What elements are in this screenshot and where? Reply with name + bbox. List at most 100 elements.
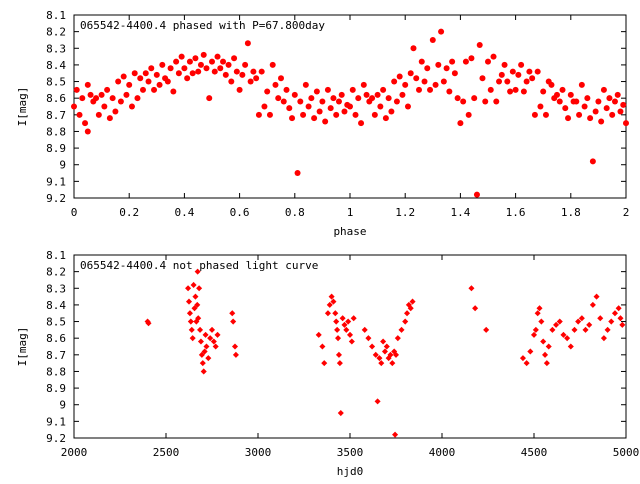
data-point xyxy=(392,431,399,438)
data-point xyxy=(559,86,566,93)
data-point xyxy=(371,111,378,118)
data-point xyxy=(206,95,213,102)
data-point xyxy=(603,105,610,112)
data-point xyxy=(501,61,508,68)
data-point xyxy=(348,338,355,345)
data-point xyxy=(556,318,563,325)
data-point xyxy=(600,335,607,342)
data-point xyxy=(222,71,229,78)
data-point xyxy=(159,61,166,68)
data-point xyxy=(582,326,589,333)
y-tick-label: 9 xyxy=(59,159,66,172)
x-axis-label: hjd0 xyxy=(337,465,364,478)
data-point xyxy=(272,81,279,88)
data-point xyxy=(578,315,585,322)
data-point xyxy=(316,108,323,115)
data-point xyxy=(247,78,254,85)
x-tick-label: 1.8 xyxy=(561,206,581,219)
data-point xyxy=(212,343,219,350)
data-point xyxy=(416,86,422,93)
x-tick-label: 0.4 xyxy=(174,206,194,219)
data-point xyxy=(429,36,436,43)
data-point xyxy=(199,360,206,367)
data-point xyxy=(536,305,543,312)
data-point xyxy=(369,343,376,350)
data-point xyxy=(581,103,588,110)
data-point xyxy=(504,78,511,85)
data-point xyxy=(117,98,124,105)
data-point xyxy=(145,320,152,327)
y-tick-label: 8.7 xyxy=(46,109,66,122)
data-point xyxy=(597,315,604,322)
data-point xyxy=(592,108,599,115)
data-point xyxy=(385,95,392,102)
data-point xyxy=(383,343,390,350)
y-tick-label: 8.2 xyxy=(46,26,66,39)
data-point xyxy=(181,65,188,72)
data-point xyxy=(611,98,618,105)
data-point xyxy=(201,348,208,355)
data-point xyxy=(560,331,567,338)
data-point xyxy=(387,351,394,358)
data-point xyxy=(380,86,387,93)
data-point xyxy=(509,68,516,75)
data-point xyxy=(407,305,414,312)
data-point xyxy=(483,326,490,333)
x-tick-label: 2500 xyxy=(153,446,180,459)
data-point xyxy=(404,103,411,110)
data-point xyxy=(454,95,461,102)
y-tick-label: 8.8 xyxy=(46,365,66,378)
data-point xyxy=(589,301,596,308)
data-point xyxy=(185,285,192,292)
x-tick-label: 4000 xyxy=(429,446,456,459)
chart-title: 065542-4400.4 phased with P=67.800day xyxy=(80,19,325,32)
data-point xyxy=(189,70,196,77)
y-tick-label: 9.2 xyxy=(46,192,66,205)
data-point xyxy=(200,368,207,375)
data-point xyxy=(534,68,541,75)
data-point xyxy=(399,91,406,98)
data-point xyxy=(623,120,629,127)
data-point xyxy=(148,65,155,72)
data-point xyxy=(363,91,370,98)
data-point xyxy=(531,111,538,118)
data-point xyxy=(192,55,199,62)
data-point xyxy=(214,331,221,338)
data-point xyxy=(194,268,201,275)
data-point xyxy=(479,75,486,82)
y-tick-label: 9.1 xyxy=(46,175,66,188)
data-point xyxy=(523,360,530,367)
data-point xyxy=(211,68,218,75)
data-point xyxy=(335,351,342,358)
data-point xyxy=(156,81,163,88)
data-point xyxy=(515,71,522,78)
data-point xyxy=(545,343,552,350)
data-point xyxy=(496,78,503,85)
data-point xyxy=(352,111,359,118)
data-point xyxy=(586,321,593,328)
data-point xyxy=(473,191,480,198)
data-point xyxy=(548,81,555,88)
data-point xyxy=(460,98,467,105)
data-point xyxy=(374,91,381,98)
y-tick-label: 8.5 xyxy=(46,316,66,329)
data-point xyxy=(197,61,204,68)
data-point xyxy=(192,293,199,300)
data-point xyxy=(266,111,273,118)
data-point xyxy=(126,81,133,88)
data-point xyxy=(471,95,478,102)
data-point xyxy=(82,120,89,127)
data-point xyxy=(498,71,505,78)
data-point xyxy=(404,310,411,317)
data-point xyxy=(427,86,434,93)
data-point xyxy=(302,81,309,88)
data-point xyxy=(369,95,376,102)
data-point xyxy=(145,78,152,85)
y-tick-label: 8.8 xyxy=(46,125,66,138)
data-point xyxy=(286,105,293,112)
data-point xyxy=(523,78,530,85)
data-point xyxy=(185,298,193,305)
data-point xyxy=(184,75,191,82)
data-point xyxy=(537,103,544,110)
